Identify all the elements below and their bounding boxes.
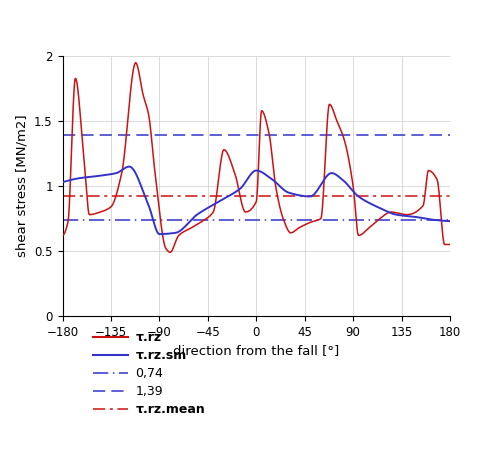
X-axis label: direction from the fall [°]: direction from the fall [°] — [173, 344, 340, 357]
Legend: τ.rz, τ.rz.sm, 0,74, 1,39, τ.rz.mean: τ.rz, τ.rz.sm, 0,74, 1,39, τ.rz.mean — [88, 326, 210, 421]
Y-axis label: shear stress [MN/m2]: shear stress [MN/m2] — [16, 115, 28, 257]
